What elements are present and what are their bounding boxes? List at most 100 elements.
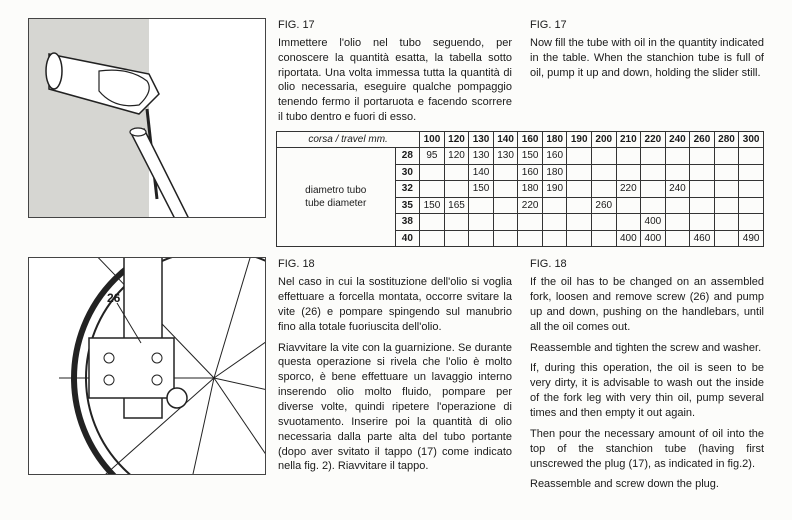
fig18-text-en-p3: If, during this operation, the oil is se… xyxy=(530,361,764,420)
table-cell xyxy=(641,148,666,165)
table-diameter: 35 xyxy=(395,197,420,214)
oil-table: corsa / travel mm. 100 120 130 140 160 1… xyxy=(276,131,764,248)
table-col-head: 120 xyxy=(444,131,469,148)
table-cell xyxy=(518,214,543,231)
fig17-label-en: FIG. 17 xyxy=(530,18,764,33)
table-col-head: 220 xyxy=(641,131,666,148)
table-cell: 160 xyxy=(518,164,543,181)
table-cell xyxy=(493,214,518,231)
table-cell: 240 xyxy=(665,181,690,198)
table-col-head: 180 xyxy=(542,131,567,148)
table-cell: 150 xyxy=(420,197,445,214)
table-cell: 400 xyxy=(641,230,666,247)
table-cell: 130 xyxy=(493,148,518,165)
table-cell xyxy=(641,164,666,181)
table-cell: 260 xyxy=(592,197,617,214)
table-cell xyxy=(665,197,690,214)
fig18-text-en-p5: Reassemble and screw down the plug. xyxy=(530,477,764,492)
table-cell: 220 xyxy=(518,197,543,214)
table-cell xyxy=(444,230,469,247)
table-cell xyxy=(616,164,641,181)
table-cell xyxy=(714,214,739,231)
table-cell xyxy=(690,181,715,198)
table-cell: 160 xyxy=(542,148,567,165)
table-cell xyxy=(420,164,445,181)
table-cell xyxy=(592,148,617,165)
table-cell xyxy=(592,230,617,247)
table-cell xyxy=(493,164,518,181)
table-cell xyxy=(714,230,739,247)
table-cell xyxy=(616,148,641,165)
fig17-svg xyxy=(29,19,266,218)
fig18-callout-26: 26 xyxy=(107,290,120,306)
table-cell xyxy=(690,197,715,214)
table-cell xyxy=(469,197,494,214)
fig18-text-it-p1: Nel caso in cui la sostituzione dell'oli… xyxy=(278,275,512,334)
table-cell xyxy=(567,197,592,214)
table-cell: 120 xyxy=(444,148,469,165)
table-cell xyxy=(690,148,715,165)
fig18-text-en-p1: If the oil has to be changed on an assem… xyxy=(530,275,764,334)
fig18-text-en-p4: Then pour the necessary amount of oil in… xyxy=(530,427,764,472)
table-cell xyxy=(567,164,592,181)
table-cell: 400 xyxy=(616,230,641,247)
table-cell xyxy=(714,164,739,181)
table-diameter: 28 xyxy=(395,148,420,165)
table-cell xyxy=(690,214,715,231)
table-cell xyxy=(493,197,518,214)
table-col-head: 100 xyxy=(420,131,445,148)
table-cell xyxy=(567,181,592,198)
table-cell xyxy=(592,181,617,198)
table-col-head: 140 xyxy=(493,131,518,148)
table-col-head: 200 xyxy=(592,131,617,148)
fig18-text-it-p2: Riavvitare la vite con la guarnizione. S… xyxy=(278,341,512,475)
table-cell xyxy=(665,148,690,165)
fig18-label-it: FIG. 18 xyxy=(278,257,512,272)
table-cell xyxy=(665,164,690,181)
table-col-head: 190 xyxy=(567,131,592,148)
fig17-illustration xyxy=(28,18,266,218)
table-col-head: 260 xyxy=(690,131,715,148)
table-header-left: corsa / travel mm. xyxy=(277,131,420,148)
table-cell xyxy=(641,181,666,198)
table-cell xyxy=(665,230,690,247)
table-cell xyxy=(567,148,592,165)
table-cell xyxy=(592,214,617,231)
table-cell xyxy=(714,197,739,214)
table-cell xyxy=(665,214,690,231)
table-diameter: 40 xyxy=(395,230,420,247)
fig18-svg xyxy=(29,258,266,475)
table-cell: 180 xyxy=(542,164,567,181)
table-col-head: 300 xyxy=(739,131,764,148)
fig17-text-en: Now fill the tube with oil in the quanti… xyxy=(530,36,764,81)
table-cell xyxy=(420,181,445,198)
table-cell xyxy=(493,181,518,198)
table-cell xyxy=(641,197,666,214)
table-cell xyxy=(469,214,494,231)
table-diameter: 32 xyxy=(395,181,420,198)
table-cell xyxy=(518,230,543,247)
table-cell: 150 xyxy=(469,181,494,198)
table-cell xyxy=(493,230,518,247)
table-cell xyxy=(714,148,739,165)
table-cell xyxy=(739,164,764,181)
table-cell xyxy=(616,214,641,231)
table-col-head: 130 xyxy=(469,131,494,148)
table-cell xyxy=(739,214,764,231)
table-cell xyxy=(567,230,592,247)
table-col-head: 160 xyxy=(518,131,543,148)
table-cell: 140 xyxy=(469,164,494,181)
table-cell: 180 xyxy=(518,181,543,198)
table-cell xyxy=(739,197,764,214)
table-cell: 190 xyxy=(542,181,567,198)
table-cell: 150 xyxy=(518,148,543,165)
fig17-label-it: FIG. 17 xyxy=(278,18,512,33)
table-diameter: 38 xyxy=(395,214,420,231)
table-cell xyxy=(444,164,469,181)
table-cell xyxy=(690,164,715,181)
table-cell xyxy=(444,181,469,198)
table-cell: 490 xyxy=(739,230,764,247)
table-cell: 400 xyxy=(641,214,666,231)
table-cell xyxy=(592,164,617,181)
table-cell: 130 xyxy=(469,148,494,165)
